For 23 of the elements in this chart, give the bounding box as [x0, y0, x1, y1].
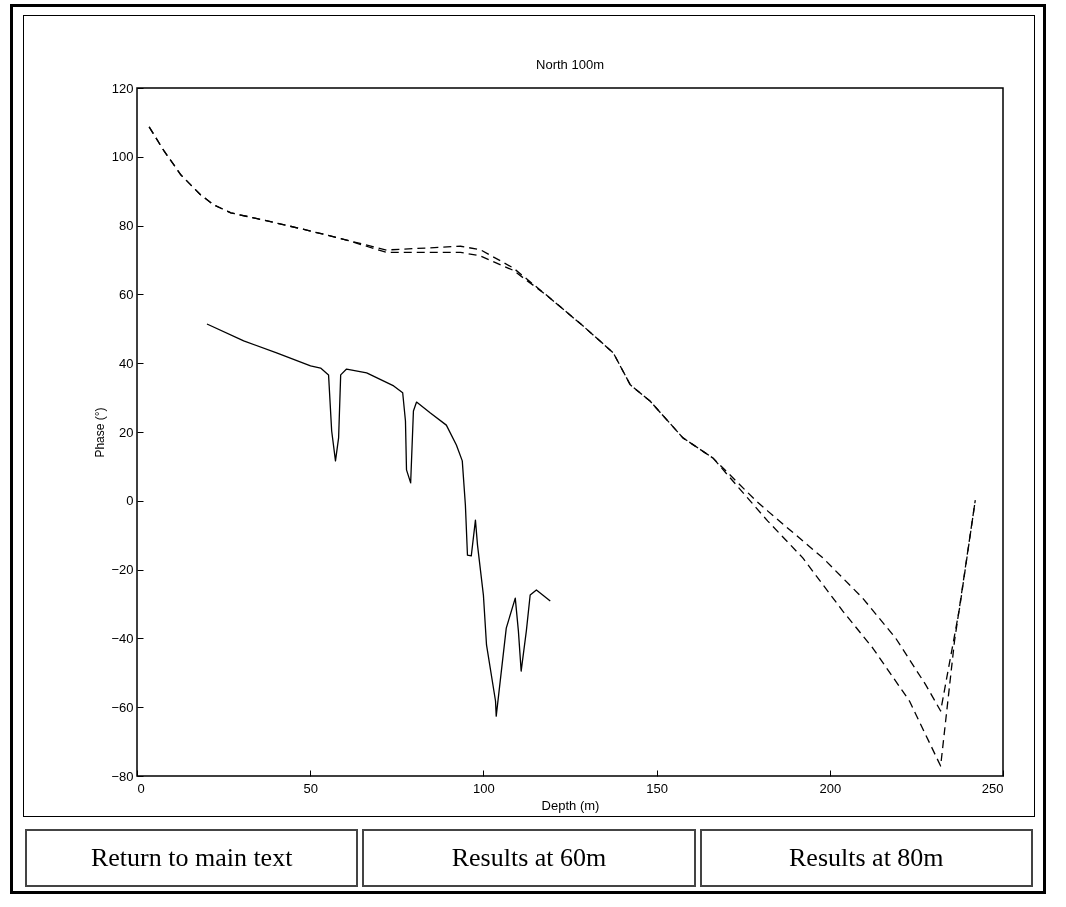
text: Return to main text	[25, 829, 359, 887]
x-tick-label: 200	[819, 780, 842, 796]
y-tick-label: 60	[119, 286, 134, 302]
chart-title: North 100m	[536, 57, 604, 72]
y-axis-title: Phase (°)	[93, 407, 108, 458]
y-tick-label: 120	[111, 80, 134, 96]
y-tick-label: −20	[111, 562, 134, 578]
y-tick-label: 100	[111, 149, 134, 165]
x-tick-label: 150	[646, 780, 668, 796]
x-tick-label: 50	[303, 780, 318, 796]
y-tick-label: −80	[111, 768, 134, 784]
y-tick-label: −60	[111, 699, 134, 715]
text: Results at 80m	[699, 829, 1033, 887]
x-tick-label: 250	[981, 780, 1004, 796]
text: Results at 60m	[362, 829, 696, 887]
y-tick-label: 80	[119, 218, 134, 234]
y-tick-label: 20	[119, 424, 134, 440]
x-axis-title: Depth (m)	[541, 797, 600, 813]
y-tick-label: −40	[111, 630, 134, 646]
y-tick-label: 0	[126, 493, 134, 509]
x-tick-label: 0	[137, 780, 145, 796]
y-tick-label: 40	[119, 355, 134, 371]
x-tick-label: 100	[473, 780, 495, 796]
